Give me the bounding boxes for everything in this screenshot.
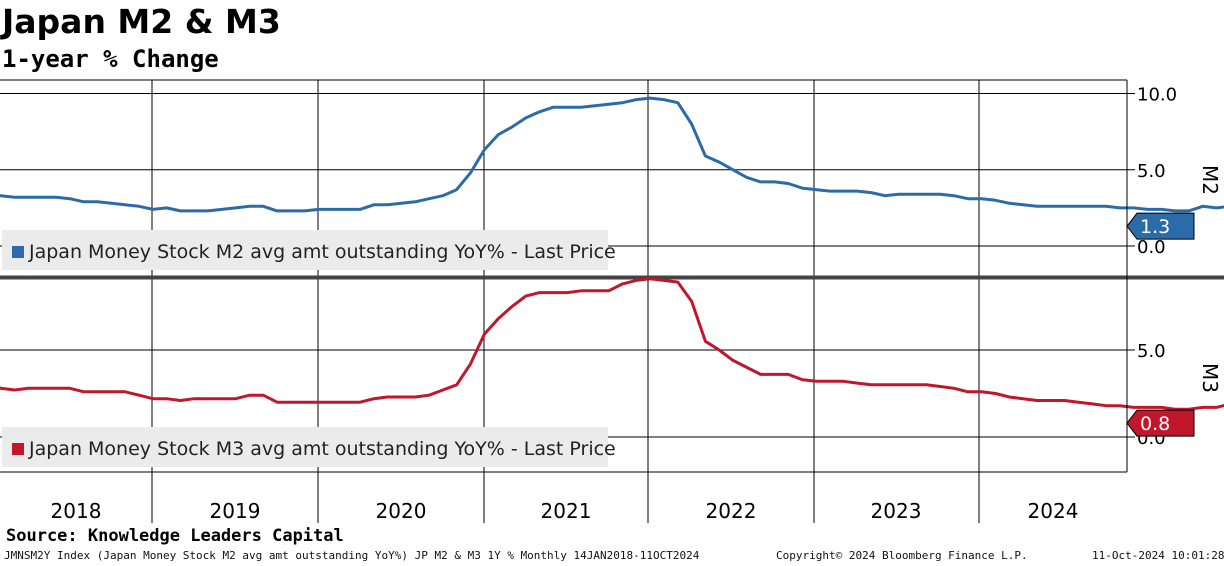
x-tick-label: 2023 <box>871 499 922 523</box>
legend-box <box>2 230 608 270</box>
y-axis-label: M3 <box>1198 363 1222 393</box>
y-axis-label: M2 <box>1198 165 1222 195</box>
y-tick-label: 5.0 <box>1137 161 1166 182</box>
legend-layer: Japan Money Stock M2 avg amt outstanding… <box>2 230 616 467</box>
footer-ticker: JMNSM2Y Index (Japan Money Stock M2 avg … <box>4 549 700 562</box>
x-tick-label: 2021 <box>541 499 592 523</box>
legend-label: Japan Money Stock M2 avg amt outstanding… <box>28 241 616 263</box>
x-tick-label: 2024 <box>1028 499 1079 523</box>
legend-box <box>2 427 608 467</box>
source-note: Source: Knowledge Leaders Capital <box>6 526 344 546</box>
series-line-m3 <box>0 277 1224 411</box>
legend-swatch <box>12 246 24 258</box>
legend-label: Japan Money Stock M3 avg amt outstanding… <box>28 438 616 460</box>
x-tick-label: 2019 <box>210 499 261 523</box>
footer-timestamp: 11-Oct-2024 10:01:28 <box>1092 549 1224 562</box>
legend-swatch <box>12 443 24 455</box>
last-value-tag-box <box>1126 212 1195 240</box>
series-line-m2 <box>0 96 1224 213</box>
footer-copyright: Copyright© 2024 Bloomberg Finance L.P. <box>776 549 1028 562</box>
chart-title: Japan M2 & M3 <box>2 2 281 41</box>
chart-subtitle: 1-year % Change <box>2 45 219 73</box>
x-tick-label: 2018 <box>51 499 102 523</box>
y-tick-label: 5.0 <box>1137 341 1166 362</box>
last-value-tag-m3: 0.8 <box>1126 409 1195 437</box>
last-value-tag-text: 1.3 <box>1140 216 1170 238</box>
x-tick-label: 2022 <box>706 499 757 523</box>
last-value-tag-box <box>1126 409 1195 437</box>
last-value-tag-text: 0.8 <box>1140 413 1170 435</box>
y-tick-label: 0.0 <box>1137 237 1166 258</box>
y-tick-label: 10.0 <box>1137 85 1177 106</box>
last-value-tag-m2: 1.3 <box>1126 212 1195 240</box>
x-tick-label: 2020 <box>376 499 427 523</box>
